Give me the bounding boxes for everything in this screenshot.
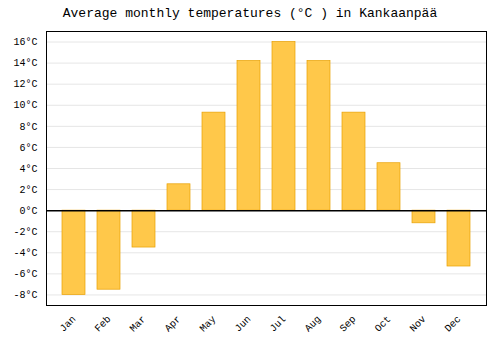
svg-text:-4°C: -4°C [13,248,37,259]
svg-text:0°C: 0°C [19,206,37,217]
svg-text:Apr: Apr [163,314,184,335]
svg-text:Jul: Jul [268,314,289,335]
svg-text:Sep: Sep [338,314,359,335]
svg-text:-8°C: -8°C [13,290,37,301]
svg-text:May: May [198,314,219,335]
svg-text:10°C: 10°C [13,100,37,111]
svg-text:Nov: Nov [408,314,429,335]
svg-text:Oct: Oct [373,314,394,335]
svg-text:Aug: Aug [303,314,324,335]
svg-text:8°C: 8°C [19,122,37,133]
html-text:Average monthly temperatures (: Average monthly temperatures (°C ) in Ka… [62,6,438,21]
svg-text:Jun: Jun [233,314,254,335]
svg-text:16°C: 16°C [13,37,37,48]
svg-text:6°C: 6°C [19,143,37,154]
svg-text:2°C: 2°C [19,185,37,196]
svg-text:-6°C: -6°C [13,269,37,280]
svg-text:Jan: Jan [58,314,79,335]
svg-text:12°C: 12°C [13,79,37,90]
svg-text:Dec: Dec [443,314,464,335]
svg-text:Feb: Feb [93,314,114,335]
svg-text:14°C: 14°C [13,58,37,69]
svg-text:Mar: Mar [128,314,149,335]
svg-text:4°C: 4°C [19,164,37,175]
svg-text:-2°C: -2°C [13,227,37,238]
